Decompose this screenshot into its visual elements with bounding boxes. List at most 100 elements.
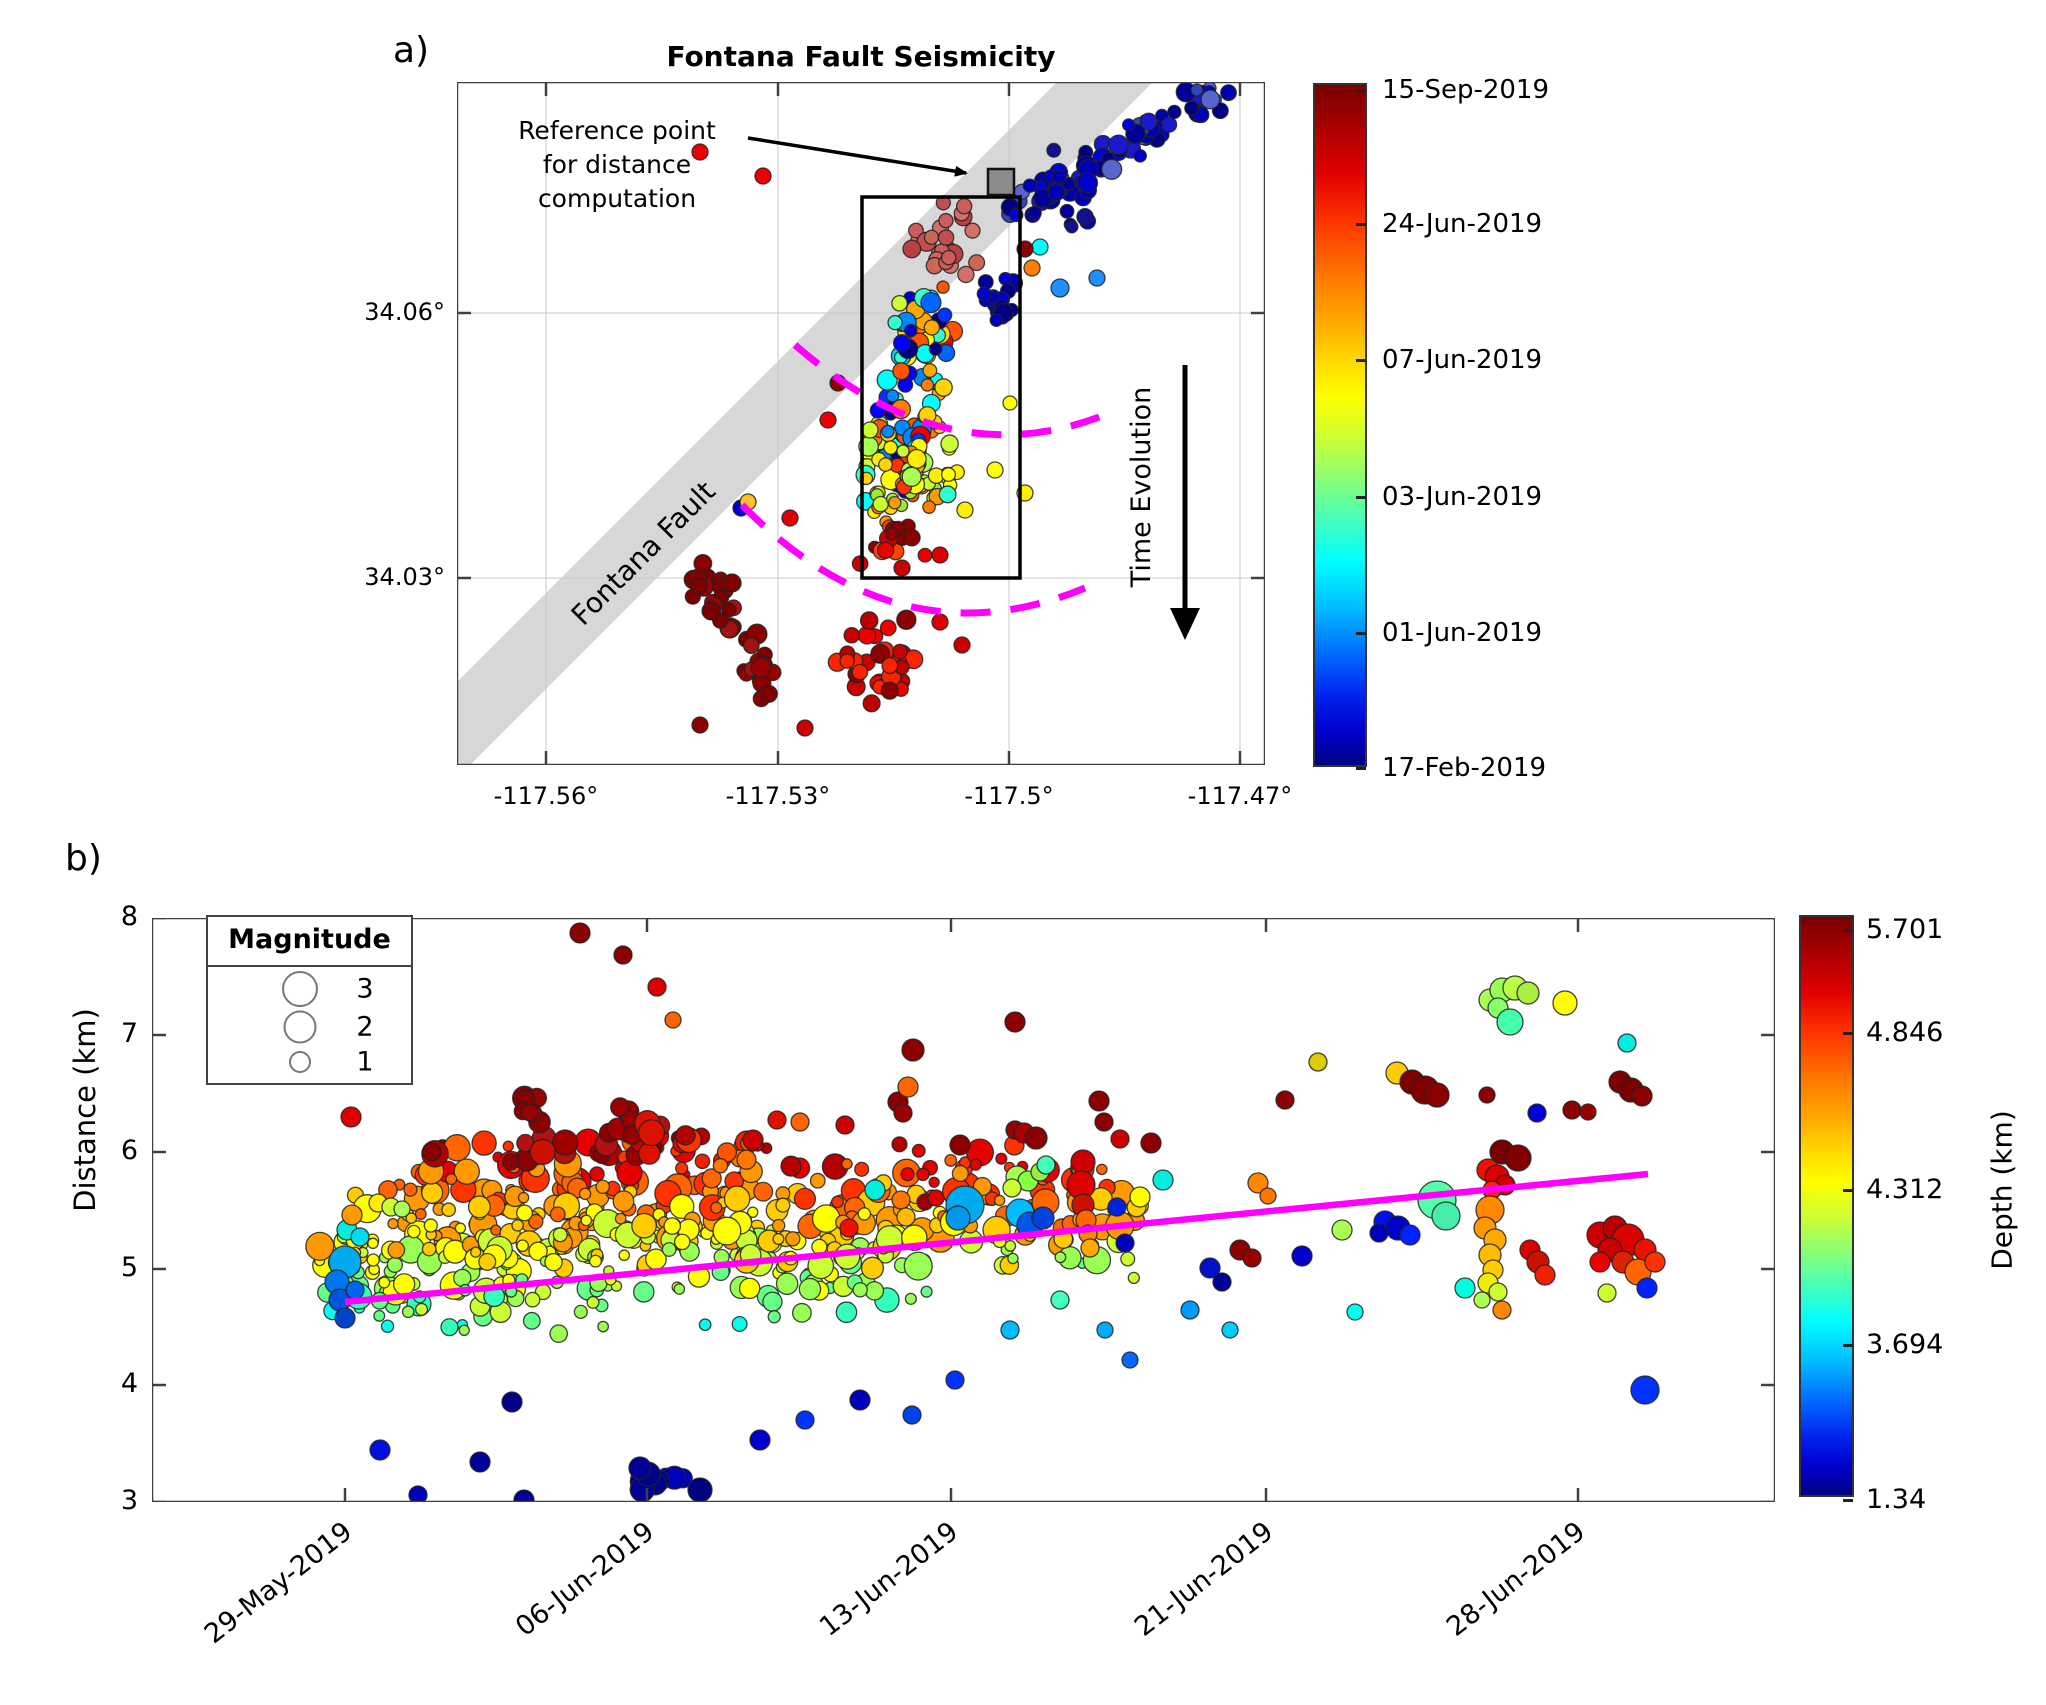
data-point	[1108, 134, 1129, 156]
data-point	[843, 626, 861, 644]
data-point	[1180, 1300, 1200, 1320]
data-point	[1129, 1186, 1151, 1208]
data-point	[923, 319, 941, 336]
data-point	[859, 611, 879, 630]
data-point	[578, 1187, 592, 1201]
date-colorbar-tick-label: 01-Jun-2019	[1382, 618, 1543, 648]
y-tick-label-b: 4	[120, 1368, 138, 1399]
data-point	[1127, 1271, 1140, 1285]
data-point	[1031, 238, 1049, 256]
date-colorbar-tick-label: 15-Sep-2019	[1382, 75, 1550, 105]
data-point	[762, 1291, 783, 1312]
data-point	[1022, 178, 1038, 193]
data-point	[549, 1206, 566, 1223]
data-point	[669, 1193, 695, 1220]
data-point	[749, 1429, 771, 1451]
data-point	[900, 1167, 915, 1182]
data-point	[520, 1103, 539, 1122]
data-point	[998, 271, 1013, 286]
data-point	[754, 167, 772, 185]
data-point	[712, 1216, 742, 1246]
x-tick-label-b: 21-Jun-2019	[1128, 1516, 1280, 1643]
date-colorbar-tick	[1356, 496, 1366, 499]
scatter-points	[683, 82, 1237, 737]
data-point	[1220, 84, 1237, 102]
migration-front-arc	[792, 342, 1114, 439]
data-point	[1454, 1277, 1476, 1299]
data-point	[920, 378, 935, 392]
date-colorbar-tick-label: 03-Jun-2019	[1382, 482, 1543, 512]
data-point	[1007, 1252, 1019, 1265]
data-point	[1133, 148, 1147, 163]
data-point	[647, 977, 667, 997]
data-point	[1140, 1132, 1162, 1154]
data-point	[1562, 1100, 1582, 1120]
x-tick-label-b: 29-May-2019	[198, 1516, 359, 1650]
data-point	[1212, 1272, 1232, 1292]
data-point	[1094, 1112, 1114, 1132]
data-point	[637, 1119, 666, 1147]
data-point	[1516, 981, 1540, 1005]
data-point	[931, 613, 949, 631]
data-point	[1167, 104, 1182, 120]
data-point	[937, 307, 953, 323]
data-point	[957, 265, 975, 284]
annotation-line: Reference point	[518, 116, 716, 145]
data-point	[1076, 208, 1094, 226]
data-point	[421, 1181, 444, 1204]
time-evolution-arrowhead	[1170, 608, 1200, 640]
data-point	[675, 1125, 696, 1146]
data-point	[1036, 1155, 1056, 1175]
data-point	[1636, 1277, 1658, 1299]
data-point	[453, 1268, 472, 1288]
data-point	[1004, 1011, 1026, 1033]
data-point	[405, 1212, 418, 1224]
data-point	[712, 1157, 729, 1174]
x-tick-label-b: 13-Jun-2019	[813, 1516, 965, 1643]
data-point	[1024, 1126, 1048, 1150]
data-point	[406, 1224, 421, 1239]
data-point	[1275, 1090, 1295, 1110]
data-point	[1000, 1320, 1020, 1340]
date-colorbar-tick-label: 07-Jun-2019	[1382, 345, 1543, 375]
data-point	[334, 1307, 356, 1329]
data-point	[1369, 1223, 1389, 1243]
data-point	[673, 1283, 686, 1295]
data-point	[694, 1153, 711, 1170]
data-point	[1046, 142, 1062, 158]
data-point	[964, 222, 981, 239]
data-point	[1070, 1149, 1096, 1175]
y-tick-label-b: 5	[120, 1252, 138, 1283]
data-point	[1059, 203, 1075, 219]
data-point	[940, 249, 957, 266]
data-point	[502, 1140, 514, 1152]
data-point	[956, 501, 974, 519]
data-point	[440, 1318, 459, 1337]
data-point	[989, 313, 1004, 327]
x-tick-label-b: 28-Jun-2019	[1440, 1516, 1592, 1643]
data-point	[883, 440, 898, 455]
data-point	[767, 1110, 787, 1130]
data-point	[896, 609, 917, 630]
data-point	[922, 500, 936, 514]
data-point	[951, 1164, 969, 1183]
data-point	[453, 1158, 480, 1185]
data-point	[904, 1292, 917, 1305]
data-point	[524, 1291, 541, 1308]
data-point	[586, 1295, 600, 1309]
data-point	[1527, 1103, 1547, 1123]
data-point	[887, 495, 902, 510]
data-point	[1534, 1264, 1556, 1286]
data-point	[1478, 1086, 1496, 1104]
data-point	[936, 280, 950, 294]
date-colorbar	[1313, 83, 1367, 767]
date-colorbar-tick-label: 17-Feb-2019	[1382, 753, 1547, 783]
depth-colorbar-tick	[1843, 1032, 1853, 1035]
data-point	[1399, 1224, 1421, 1246]
data-point	[618, 1249, 631, 1262]
data-point	[414, 1302, 429, 1316]
data-point	[691, 716, 709, 734]
data-point	[893, 559, 911, 577]
data-point	[811, 1204, 841, 1233]
